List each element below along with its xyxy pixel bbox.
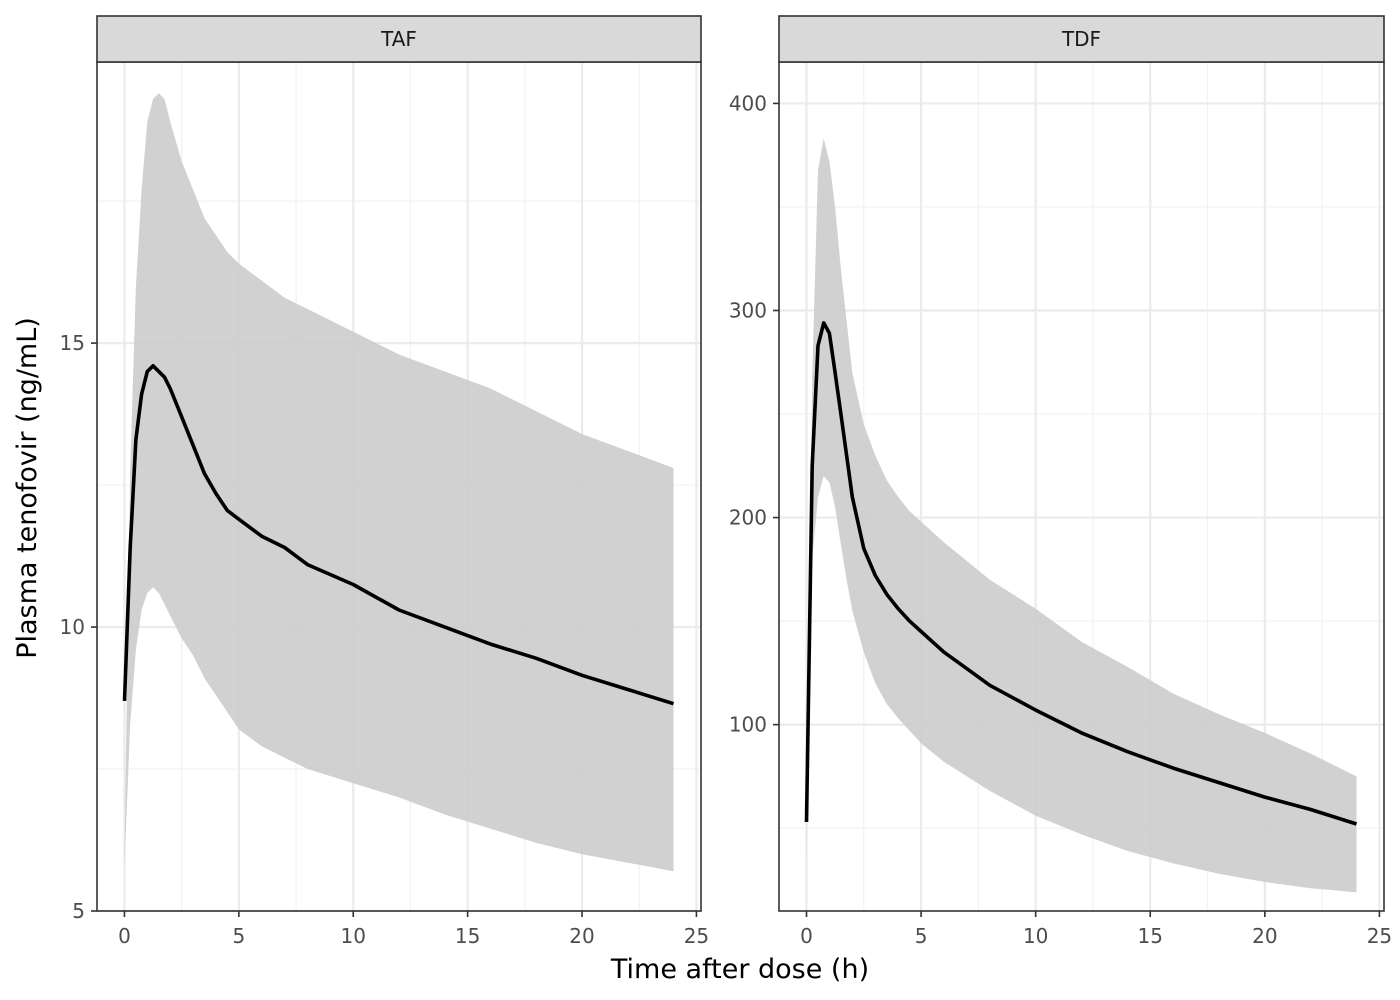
x-axis-title: Time after dose (h) [610, 954, 869, 985]
panel-taf-median-line [122, 364, 675, 706]
panel-taf-x-tick-label: 10 [341, 924, 366, 948]
panel-tdf-y-tick-label: 300 [729, 298, 767, 322]
panel-tdf-x-tick-label: 0 [800, 924, 813, 948]
panel-tdf: TDF 0 5 10 15 20 25 100 200 300 400 [729, 15, 1392, 948]
panel-taf-y-tick-label: 5 [72, 899, 85, 923]
panel-taf: TAF 0 5 10 15 20 25 5 10 15 [60, 15, 709, 948]
panel-taf-strip-label: TAF [380, 27, 417, 51]
panel-tdf-x-tick-label: 15 [1138, 924, 1163, 948]
panel-taf-strip [96, 15, 702, 63]
panel-tdf-ribbon [806, 138, 1357, 893]
panel-tdf-strip-label: TDF [1061, 27, 1101, 51]
panel-taf-x-tick-label: 5 [232, 924, 245, 948]
panels: TAF 0 5 10 15 20 25 5 10 15 TDF 0 5 10 15 20 25 100 200 300… [60, 15, 1392, 948]
panel-tdf-y-tick-label: 200 [729, 506, 767, 530]
panel-tdf-x-tick-label: 10 [1023, 924, 1048, 948]
y-axis-title: Plasma tenofovir (ng/mL) [12, 317, 43, 659]
panel-tdf-median-line [804, 321, 1358, 826]
panel-tdf-y-tick-label: 100 [729, 713, 767, 737]
panel-tdf-x-tick-label: 5 [915, 924, 928, 948]
panel-tdf-x-tick-label: 20 [1252, 924, 1277, 948]
panel-taf-y-tick-label: 10 [60, 615, 85, 639]
panel-tdf-strip [778, 15, 1385, 63]
panel-taf-x-tick-label: 20 [569, 924, 594, 948]
panel-tdf-y-tick-label: 400 [729, 91, 767, 115]
panel-taf-x-tick-label: 15 [455, 924, 480, 948]
panel-taf-x-tick-label: 25 [684, 924, 709, 948]
panel-tdf-x-tick-label: 25 [1367, 924, 1392, 948]
panel-taf-ribbon [124, 93, 674, 872]
panel-taf-x-tick-label: 0 [118, 924, 131, 948]
panel-taf-y-tick-label: 15 [60, 331, 85, 355]
